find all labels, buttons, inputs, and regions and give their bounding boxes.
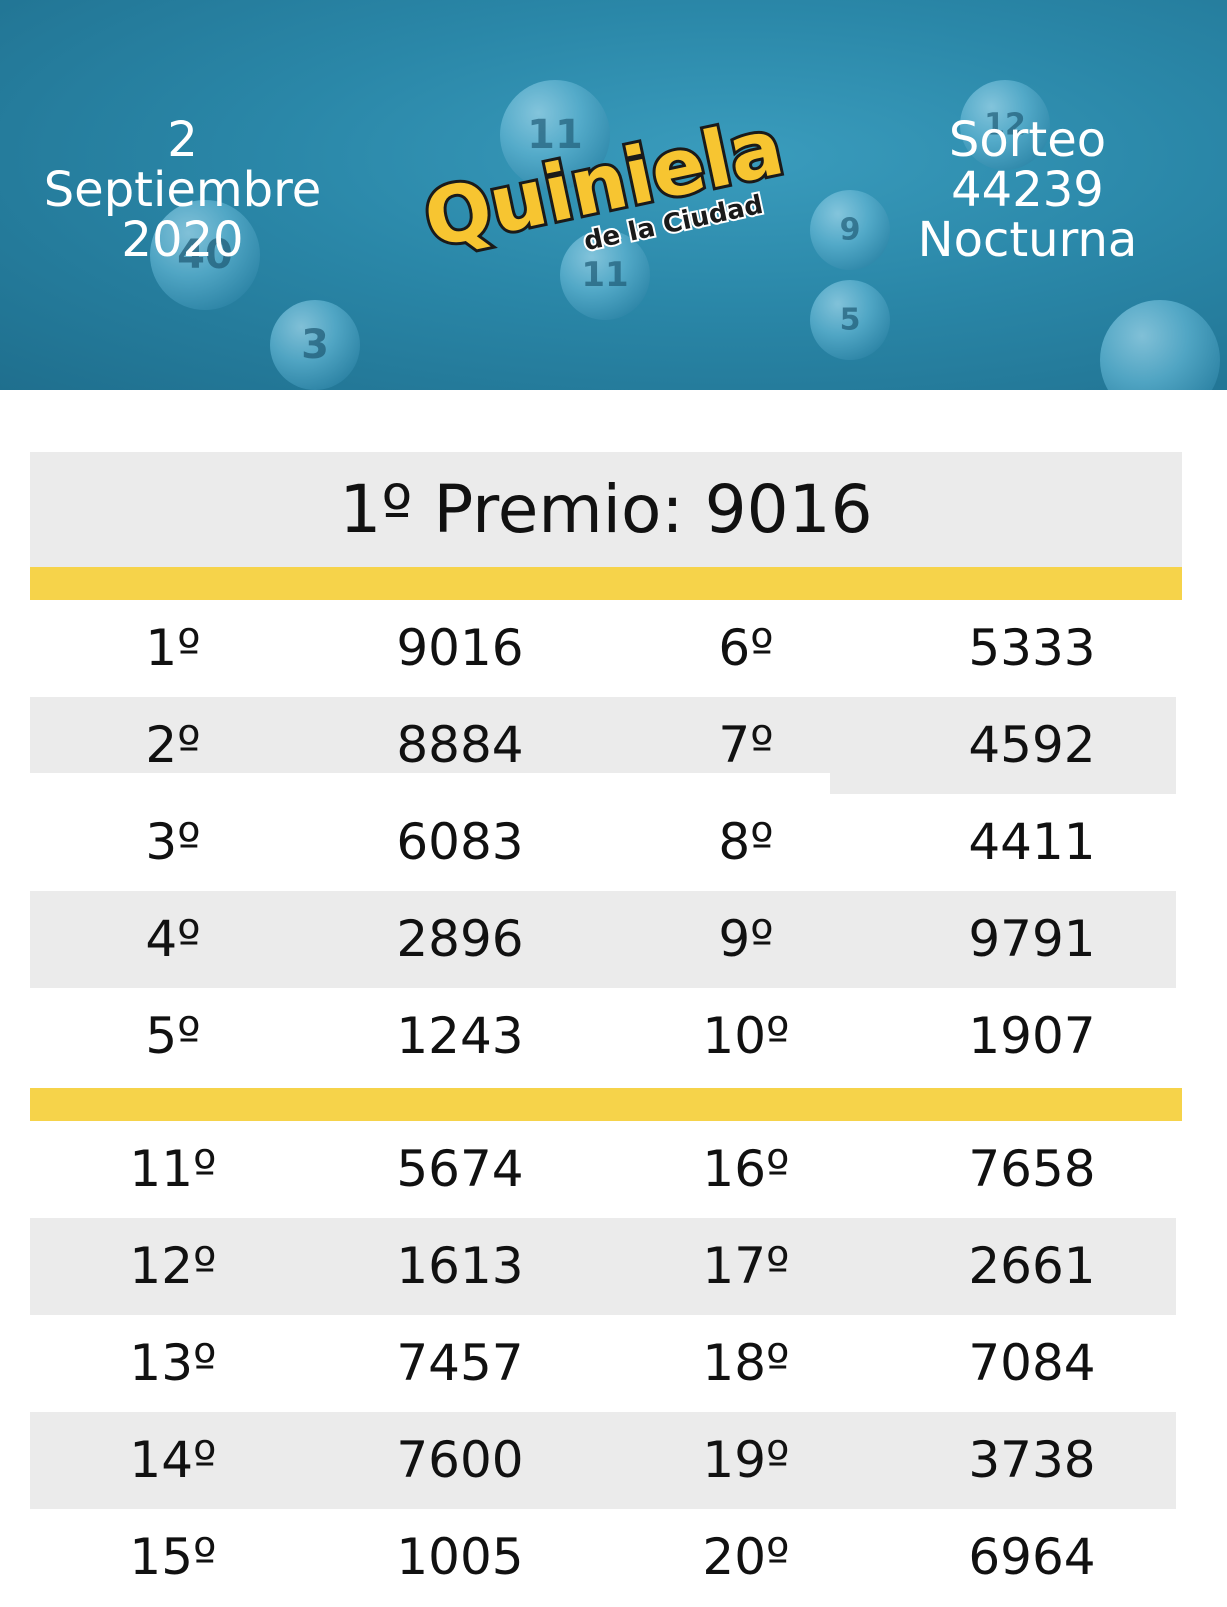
- number-cell: 2661: [968, 1237, 1096, 1295]
- draw-info: Sorteo 44239 Nocturna: [890, 115, 1165, 265]
- position-cell: 13º: [129, 1334, 217, 1392]
- lottery-ball-decoration: 3: [270, 300, 360, 390]
- position-cell: 11º: [129, 1140, 217, 1198]
- draw-label: Sorteo: [948, 112, 1107, 168]
- date-year: 2020: [121, 212, 244, 268]
- number-cell: 9016: [396, 619, 524, 677]
- position-cell: 12º: [129, 1237, 217, 1295]
- position-cell: 2º: [145, 716, 201, 774]
- table-row: 11º 5674 16º 7658: [30, 1121, 1176, 1218]
- row-gap: [30, 773, 830, 794]
- position-cell: 1º: [145, 619, 201, 677]
- table-row: 3º 6083 8º 4411: [30, 794, 1176, 891]
- table-row: 5º 1243 10º 1907: [30, 988, 1176, 1085]
- number-cell: 2896: [396, 910, 524, 968]
- position-cell: 15º: [129, 1528, 217, 1586]
- position-cell: 18º: [702, 1334, 790, 1392]
- number-cell: 1907: [968, 1007, 1096, 1065]
- position-cell: 19º: [702, 1431, 790, 1489]
- number-cell: 5674: [396, 1140, 524, 1198]
- lottery-ball-decoration: 12: [960, 80, 1050, 170]
- lottery-ball-decoration: 11: [500, 80, 610, 190]
- position-cell: 20º: [702, 1528, 790, 1586]
- number-cell: 1613: [396, 1237, 524, 1295]
- position-cell: 16º: [702, 1140, 790, 1198]
- header-banner: 40 3 11 11 5 12 9 2 Septiembre 2020 Quin…: [0, 0, 1227, 390]
- position-cell: 9º: [718, 910, 774, 968]
- date-month: Septiembre: [43, 162, 322, 218]
- table-row: 12º 1613 17º 2661: [30, 1218, 1176, 1315]
- position-cell: 4º: [145, 910, 201, 968]
- number-cell: 7658: [968, 1140, 1096, 1198]
- draw-session: Nocturna: [917, 212, 1138, 268]
- lottery-ball-decoration: [1100, 300, 1220, 390]
- position-cell: 6º: [718, 619, 774, 677]
- draw-number: 44239: [951, 162, 1104, 218]
- divider-bar: [30, 1088, 1182, 1121]
- number-cell: 9791: [968, 910, 1096, 968]
- table-row: 4º 2896 9º 9791: [30, 891, 1176, 988]
- number-cell: 3738: [968, 1431, 1096, 1489]
- divider-bar: [30, 567, 1182, 600]
- table-row: 1º 9016 6º 5333: [30, 600, 1176, 697]
- position-cell: 3º: [145, 813, 201, 871]
- number-cell: 5333: [968, 619, 1096, 677]
- table-row: 13º 7457 18º 7084: [30, 1315, 1176, 1412]
- table-row: 2º 8884 7º 4592: [30, 697, 1176, 794]
- position-cell: 5º: [145, 1007, 201, 1065]
- number-cell: 7084: [968, 1334, 1096, 1392]
- table-row: 14º 7600 19º 3738: [30, 1412, 1176, 1509]
- number-cell: 6083: [396, 813, 524, 871]
- first-prize-banner: 1º Premio: 9016: [30, 452, 1182, 567]
- position-cell: 8º: [718, 813, 774, 871]
- position-cell: 10º: [702, 1007, 790, 1065]
- quiniela-logo: Quiniela de la Ciudad: [415, 105, 794, 269]
- number-cell: 8884: [396, 716, 524, 774]
- number-cell: 4411: [968, 813, 1096, 871]
- lottery-ball-decoration: 11: [560, 230, 650, 320]
- position-cell: 14º: [129, 1431, 217, 1489]
- number-cell: 4592: [968, 716, 1096, 774]
- lottery-ball-decoration: 40: [150, 200, 260, 310]
- lottery-ball-decoration: 5: [810, 280, 890, 360]
- position-cell: 7º: [718, 716, 774, 774]
- number-cell: 6964: [968, 1528, 1096, 1586]
- number-cell: 7457: [396, 1334, 524, 1392]
- number-cell: 7600: [396, 1431, 524, 1489]
- number-cell: 1243: [396, 1007, 524, 1065]
- position-cell: 17º: [702, 1237, 790, 1295]
- number-cell: 1005: [396, 1528, 524, 1586]
- lottery-ball-decoration: 9: [810, 190, 890, 270]
- table-row: 15º 1005 20º 6964: [30, 1509, 1176, 1606]
- date-day: 2: [167, 112, 198, 168]
- draw-date: 2 Septiembre 2020: [20, 115, 345, 265]
